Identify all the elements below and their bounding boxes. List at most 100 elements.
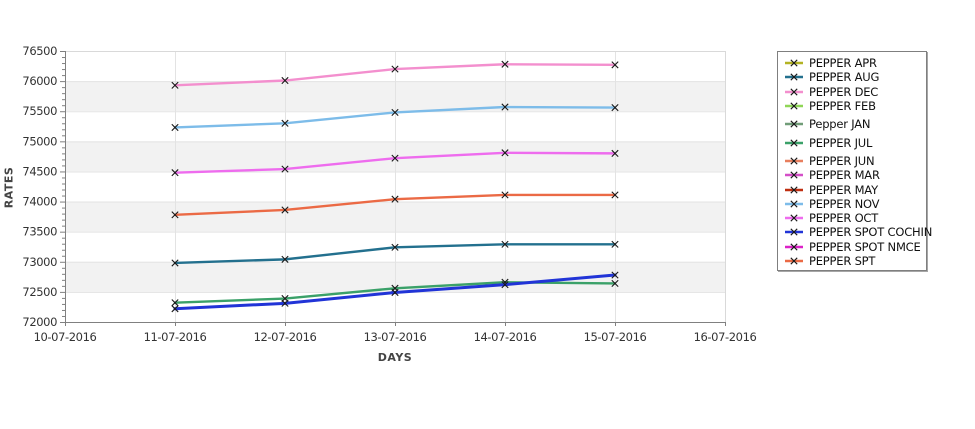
x-tick-label: 11-07-2016 [144,330,207,344]
point-marker [171,123,179,132]
axes: 76500 76000 75500 75000 74500 74000 73500 73000… [22,44,756,344]
y-tick-label: 74000 [22,195,57,209]
point-marker [501,149,509,157]
legend-item-label: PEPPER MAR [809,168,880,183]
point-marker [611,279,619,288]
legend-item-label: PEPPER SPOT NMCE [809,239,921,254]
y-tick-label: 76500 [22,44,57,58]
legend-series-marker-icon [785,59,803,67]
point-marker [281,255,289,263]
point-marker [171,299,179,307]
series-pepper-oct [171,149,619,177]
x-tick-label: 16-07-2016 [694,330,757,344]
point-marker [611,240,619,248]
legend-item-pepper-jul[interactable]: PEPPER JUL [784,135,926,150]
legend-item-label: PEPPER AUG [809,70,880,85]
point-marker [501,191,509,199]
point-marker [611,149,619,157]
point-marker [611,191,619,199]
y-axis-title: RATES [2,166,16,209]
legend-series-marker-icon [785,157,803,165]
legend-series-marker-icon [785,171,803,179]
point-marker [501,60,509,68]
legend-series-marker-icon [785,228,803,236]
legend-item-pepper-mar[interactable]: PEPPER MAR [784,168,926,182]
legend-series-marker-icon [785,88,803,96]
x-tick-label: 10-07-2016 [34,330,97,344]
x-tick-label: 14-07-2016 [474,330,537,344]
legend-item-pepper-may[interactable]: PEPPER MAY [784,182,926,197]
y-tick-label: 73000 [22,255,57,269]
point-marker [171,81,179,89]
point-marker [501,281,509,289]
point-marker [391,195,399,203]
legend-item-label: PEPPER FEB [809,99,876,114]
point-marker [611,271,619,279]
legend-series-marker-icon [785,120,803,128]
y-tick-label: 72500 [22,285,57,299]
legend-series-marker-icon [785,185,803,194]
y-tick-label: 74500 [22,164,57,178]
y-tick-label: 75000 [22,134,57,148]
legend-item-pepper-oct[interactable]: PEPPER OCT [784,211,926,225]
point-marker [281,299,289,307]
legend-item-pepper-feb[interactable]: PEPPER FEB [784,99,926,113]
legend-item-label: PEPPER JUN [809,153,875,168]
legend-item-label: PEPPER DEC [809,84,879,99]
series-pepper-spt [171,191,619,219]
x-axis-title: DAYS [377,351,413,364]
legend-item-pepper-spt[interactable]: PEPPER SPT [784,254,926,268]
legend-item-label: PEPPER MAY [809,182,878,197]
x-tick-label: 12-07-2016 [254,330,317,344]
legend-item-label: PEPPER JUL [809,135,873,150]
point-marker [281,206,289,214]
y-tick-label: 76000 [22,74,57,88]
legend-item-label: PEPPER NOV [809,196,880,211]
legend-item-pepper-nov[interactable]: PEPPER NOV [784,197,926,211]
legend-item-label: PEPPER APR [809,56,877,71]
point-marker [391,154,399,162]
legend-item-pepper-jun[interactable]: PEPPER JUN [784,154,926,168]
point-marker [171,211,179,219]
point-marker [281,76,289,85]
legend-item-pepper-jan[interactable]: Pepper JAN [784,117,926,131]
series-pepper-aug [171,240,619,267]
point-marker [281,119,289,127]
point-marker [501,103,509,111]
legend-item-pepper-spot-cochin[interactable]: PEPPER SPOT COCHIN [784,225,932,239]
legend: PEPPER APR PEPPER AUG PEPPER DEC PEPPER FEB… [777,51,932,271]
point-marker [391,288,399,297]
legend-item-pepper-apr[interactable]: PEPPER APR [784,56,926,70]
legend-series-marker-icon [785,257,803,265]
series-pepper-nov [171,103,619,132]
point-marker [171,259,179,267]
legend-item-label: PEPPER SPOT COCHIN [809,225,933,240]
series-pepper-dec [171,60,619,89]
legend-series-marker-icon [785,243,803,251]
point-marker [171,169,179,177]
legend-item-label: PEPPER SPT [809,254,876,268]
point-marker [281,165,289,173]
series-pepper-spot-cochin [171,271,619,313]
point-marker [611,104,619,112]
x-tick-label: 13-07-2016 [364,330,427,344]
legend-series-marker-icon [785,200,803,208]
legend-series-marker-icon [785,102,803,110]
legend-item-pepper-aug[interactable]: PEPPER AUG [784,70,926,84]
point-marker [611,61,619,69]
plot-area: 76500 76000 75500 75000 74500 74000 73500 73000… [22,44,756,344]
legend-item-label: Pepper JAN [809,117,871,132]
y-tick-label: 75500 [22,104,57,118]
point-marker [171,305,179,313]
x-tick-label: 15-07-2016 [584,330,647,344]
y-tick-label: 72000 [22,315,57,329]
legend-item-pepper-spot-nmce[interactable]: PEPPER SPOT NMCE [784,240,926,254]
point-marker [391,108,399,117]
point-marker [501,240,509,248]
legend-item-pepper-dec[interactable]: PEPPER DEC [784,85,926,99]
point-marker [391,243,399,251]
y-tick-label: 73500 [22,225,57,239]
legend-series-marker-icon [785,139,803,147]
legend-series-marker-icon [785,73,803,82]
